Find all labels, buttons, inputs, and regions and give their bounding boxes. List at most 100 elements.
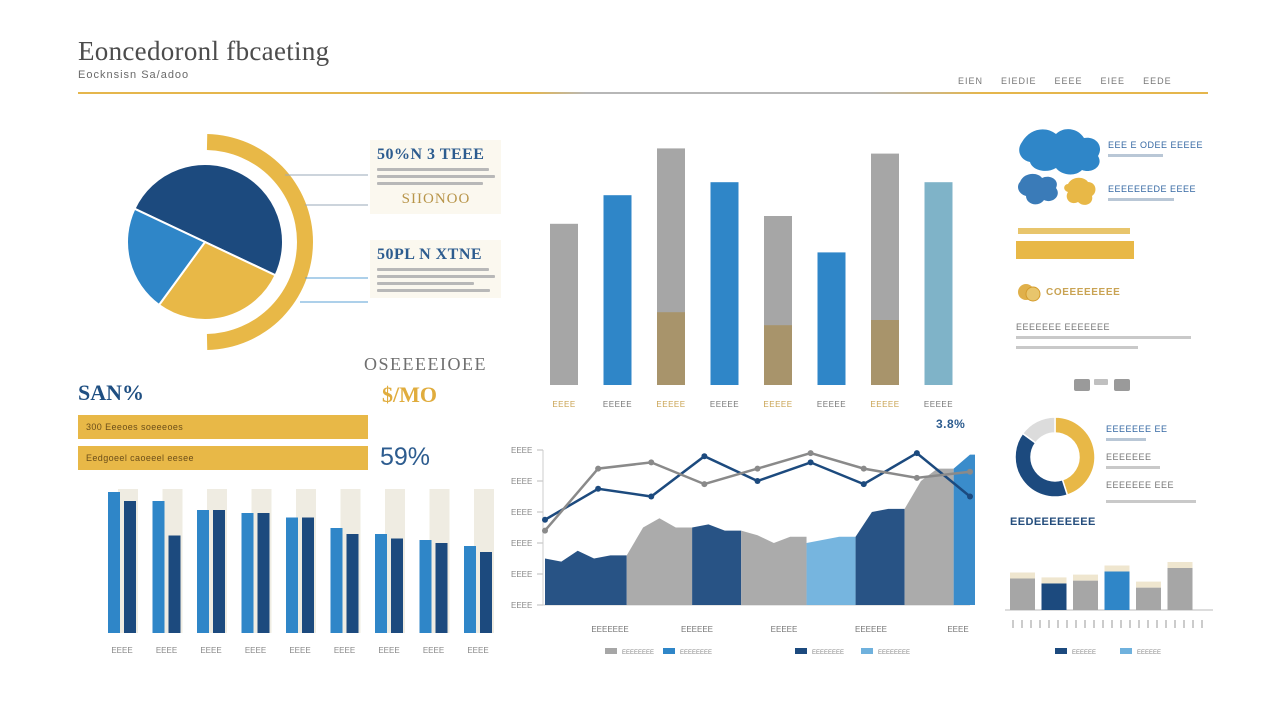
area-ytick-4: EEEE bbox=[511, 508, 532, 517]
kpi-band-1: 300 Eeeoes soeeeoes bbox=[78, 415, 368, 439]
kpi-band-2: Eedgoeel caoeeel eesee bbox=[78, 446, 368, 470]
bar-bottom-a-3 bbox=[197, 510, 209, 633]
line-point-2-1 bbox=[542, 527, 548, 534]
bar-bottom-label-8: EEEE bbox=[423, 646, 444, 655]
bar-chart-top: EEEE EEEEE EEEEE EEEEE EEEEE EEEEE EEEEE EEEEE bbox=[550, 148, 953, 409]
map-region-3 bbox=[1064, 177, 1096, 205]
line-point-2-2 bbox=[595, 465, 602, 472]
area-legend-label-2: EEEEEEEE bbox=[680, 650, 712, 656]
bar-right-cap-4 bbox=[1104, 565, 1130, 572]
bar-bottom-b-1 bbox=[124, 501, 136, 633]
right-band-top bbox=[1018, 228, 1130, 234]
callout-1-value: 50%N 3 TEEE bbox=[377, 146, 485, 163]
area-segment-2 bbox=[626, 518, 693, 605]
right-small-label: COEEEEEEEE bbox=[1046, 287, 1121, 298]
nav-item-2[interactable]: EIEDIE bbox=[1001, 76, 1037, 86]
toggle-icons[interactable] bbox=[1072, 375, 1136, 395]
area-xlabel-5: EEEE bbox=[947, 625, 968, 634]
callout-1-label: SIIONOO bbox=[401, 191, 471, 207]
area-segment-1 bbox=[545, 550, 627, 605]
donut-row-3: EEEEEEE EEE bbox=[1106, 480, 1175, 490]
area-ytick-1: EEEE bbox=[511, 601, 532, 610]
bar-bottom-a-2 bbox=[152, 501, 165, 633]
bar-bottom-label-6: EEEE bbox=[334, 646, 355, 655]
bar-right-3 bbox=[1073, 580, 1098, 610]
bar-top-1 bbox=[550, 223, 578, 385]
pie-chart bbox=[126, 134, 368, 350]
bar-top-label-7: EEEEE bbox=[870, 400, 899, 409]
nav-item-3[interactable]: EEEE bbox=[1054, 76, 1083, 86]
area-xlabel-2: EEEEEE bbox=[681, 625, 713, 634]
line-point-1-3 bbox=[648, 493, 655, 500]
top-nav: EIEN EIEDIE EEEE EIEE EEDE bbox=[958, 76, 1172, 86]
donut-row-2: EEEEEEE bbox=[1106, 452, 1152, 462]
line-point-1-2 bbox=[595, 485, 602, 492]
donut-slice-1 bbox=[1054, 416, 1096, 496]
line-point-1-9 bbox=[967, 493, 973, 500]
bar-bottom-b-6 bbox=[346, 534, 359, 633]
line-point-1-6 bbox=[807, 459, 814, 466]
bar-bottom-b-2 bbox=[168, 535, 181, 633]
callout-1-lines bbox=[377, 168, 495, 185]
callout-1: 50%N 3 TEEE SIIONOO bbox=[370, 140, 501, 214]
donut-row-1-line bbox=[1106, 438, 1146, 441]
callout-2-lines bbox=[377, 268, 495, 292]
bar-chart-bottom: EEEE EEEE EEEE EEEE EEEE EEEE EEEE EEEE EEEE bbox=[108, 489, 494, 655]
bar-right-6 bbox=[1167, 568, 1193, 610]
bar-top-6 bbox=[817, 252, 846, 385]
bar-right-legend-swatch-1 bbox=[1055, 648, 1067, 654]
area-segment-5 bbox=[806, 536, 856, 605]
line-point-1-5 bbox=[754, 478, 761, 484]
line-point-1-1 bbox=[542, 516, 548, 523]
area-legend-swatch-2 bbox=[663, 648, 675, 654]
area-xlabel-3: EEEEE bbox=[771, 625, 798, 634]
page-title: Eoncedoronl fbcaeting bbox=[78, 36, 330, 66]
bar-bottom-a-4 bbox=[241, 513, 254, 633]
pie-slice-3 bbox=[126, 207, 207, 307]
area-ytick-3: EEEE bbox=[511, 539, 532, 548]
bar-right-cap-3 bbox=[1073, 574, 1098, 581]
bar-bottom-a-7 bbox=[375, 534, 387, 633]
coin-icon bbox=[1018, 284, 1041, 302]
area-segment-3 bbox=[692, 524, 742, 605]
area-legend-label-1: EEEEEEEE bbox=[622, 650, 654, 656]
bar-top-8 bbox=[924, 182, 953, 385]
bar-bottom-a-9 bbox=[464, 546, 476, 633]
bar-right-cap-5 bbox=[1136, 581, 1161, 588]
bar-bottom-b-5 bbox=[302, 517, 314, 633]
map-graphic bbox=[1018, 129, 1101, 205]
header-divider bbox=[78, 92, 1208, 94]
bar-top-2 bbox=[603, 195, 632, 385]
nav-item-4[interactable]: EIEE bbox=[1100, 76, 1126, 86]
donut-row-2-line bbox=[1106, 466, 1160, 469]
area-ytick-5: EEEE bbox=[511, 477, 532, 486]
bar-right-2 bbox=[1041, 583, 1067, 610]
bar-top-label-1: EEEE bbox=[552, 400, 575, 409]
bar-bottom-a-8 bbox=[419, 540, 432, 633]
right-row-2: EEEEEEEDE EEEE bbox=[1108, 184, 1197, 194]
bar-top-label-2: EEEEE bbox=[603, 400, 632, 409]
line-point-2-4 bbox=[701, 481, 708, 488]
line-point-1-7 bbox=[860, 481, 867, 488]
area-segment-8 bbox=[953, 454, 975, 605]
nav-item-1[interactable]: EIEN bbox=[958, 76, 984, 86]
line-point-1-8 bbox=[913, 450, 920, 457]
bar-right-5 bbox=[1136, 587, 1161, 610]
nav-item-5[interactable]: EEDE bbox=[1143, 76, 1172, 86]
kpi-amount: $/MO bbox=[382, 382, 437, 407]
map-region-1 bbox=[1019, 129, 1101, 175]
pie-slice-2 bbox=[157, 240, 277, 321]
bar-bottom-label-4: EEEE bbox=[245, 646, 266, 655]
right-row-1-line bbox=[1108, 154, 1163, 157]
bar-top-label-3: EEEEE bbox=[656, 400, 685, 409]
callout-2: 50PL N XTNE bbox=[370, 240, 501, 298]
line-point-2-7 bbox=[860, 465, 867, 472]
bar-bottom-label-3: EEEE bbox=[200, 646, 221, 655]
bar-right-cap-1 bbox=[1010, 572, 1035, 579]
bar-bottom-a-5 bbox=[286, 517, 298, 633]
bar-bottom-a-6 bbox=[330, 528, 343, 633]
donut-slice-2 bbox=[1014, 432, 1069, 498]
area-ytick-2: EEEE bbox=[511, 570, 532, 579]
line-point-1-4 bbox=[701, 453, 708, 460]
